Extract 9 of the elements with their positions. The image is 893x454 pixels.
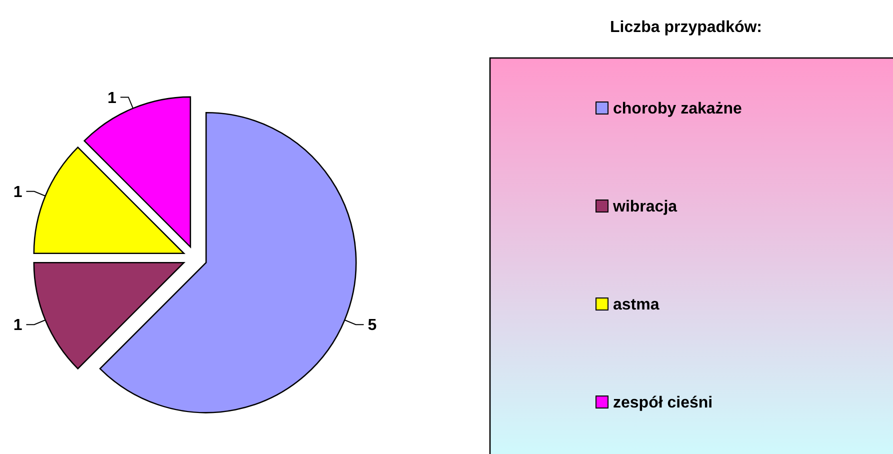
legend-label: astma	[613, 296, 660, 314]
legend-title: Liczba przypadków:	[610, 19, 762, 36]
data-label: 1	[13, 317, 22, 334]
data-label: 1	[13, 184, 22, 202]
data-label: 5	[368, 317, 377, 334]
legend-label: wibracja	[612, 198, 678, 216]
data-label: 1	[108, 90, 117, 107]
legend-label: zespół cieśni	[613, 394, 713, 412]
legend-label: choroby zakażne	[613, 100, 742, 118]
